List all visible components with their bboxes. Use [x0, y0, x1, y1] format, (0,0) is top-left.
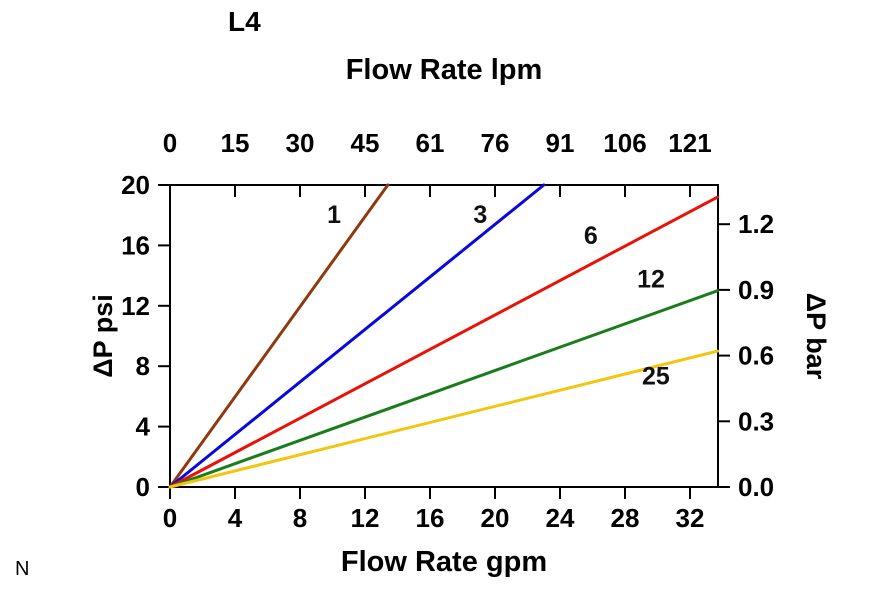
series-line-3 [168, 183, 546, 489]
right-tick-label: 0.3 [738, 406, 774, 436]
left-tick-label: 16 [121, 230, 150, 260]
top-tick-label: 45 [351, 128, 380, 158]
top-tick-label: 0 [163, 128, 177, 158]
bottom-tick-label: 20 [481, 503, 510, 533]
corner-note: N [15, 558, 30, 580]
right-tick-label: 1.2 [738, 209, 774, 239]
top-tick-label: 91 [546, 128, 575, 158]
series-line-1 [168, 183, 390, 489]
bottom-tick-label: 24 [546, 503, 575, 533]
bottom-tick-label: 16 [416, 503, 445, 533]
bottom-tick-label: 0 [163, 503, 177, 533]
series-line-12 [168, 289, 720, 489]
left-tick-label: 0 [136, 472, 150, 502]
series-line-6 [168, 195, 720, 489]
bottom-tick-label: 28 [611, 503, 640, 533]
top-tick-label: 61 [416, 128, 445, 158]
top-tick-label: 30 [286, 128, 315, 158]
bottom-tick-label: 12 [351, 503, 380, 533]
bottom-tick-label: 8 [293, 503, 307, 533]
series-line-25 [168, 349, 720, 489]
left-tick-label: 8 [136, 351, 150, 381]
plot-area [169, 184, 719, 488]
top-tick-label: 15 [221, 128, 250, 158]
series-label-12: 12 [637, 266, 665, 294]
bottom-axis-title: Flow Rate gpm [340, 546, 548, 578]
chart-title: L4 [228, 6, 261, 37]
bottom-tick-label: 32 [676, 503, 705, 533]
top-tick-label: 76 [481, 128, 510, 158]
bottom-tick-label: 4 [228, 503, 243, 533]
right-tick-label: 0.9 [738, 275, 774, 305]
series-label-1: 1 [327, 201, 341, 229]
left-tick-label: 4 [136, 412, 151, 442]
top-tick-label: 106 [603, 128, 646, 158]
series-label-3: 3 [473, 201, 487, 229]
top-tick-label: 121 [668, 128, 711, 158]
series-label-6: 6 [584, 222, 598, 250]
right-tick-label: 0.6 [738, 341, 774, 371]
right-tick-label: 0.0 [738, 472, 774, 502]
left-tick-label: 12 [121, 291, 150, 321]
series-label-25: 25 [642, 362, 670, 390]
left-tick-label: 20 [121, 170, 150, 200]
top-axis-title: Flow Rate lpm [345, 54, 543, 86]
